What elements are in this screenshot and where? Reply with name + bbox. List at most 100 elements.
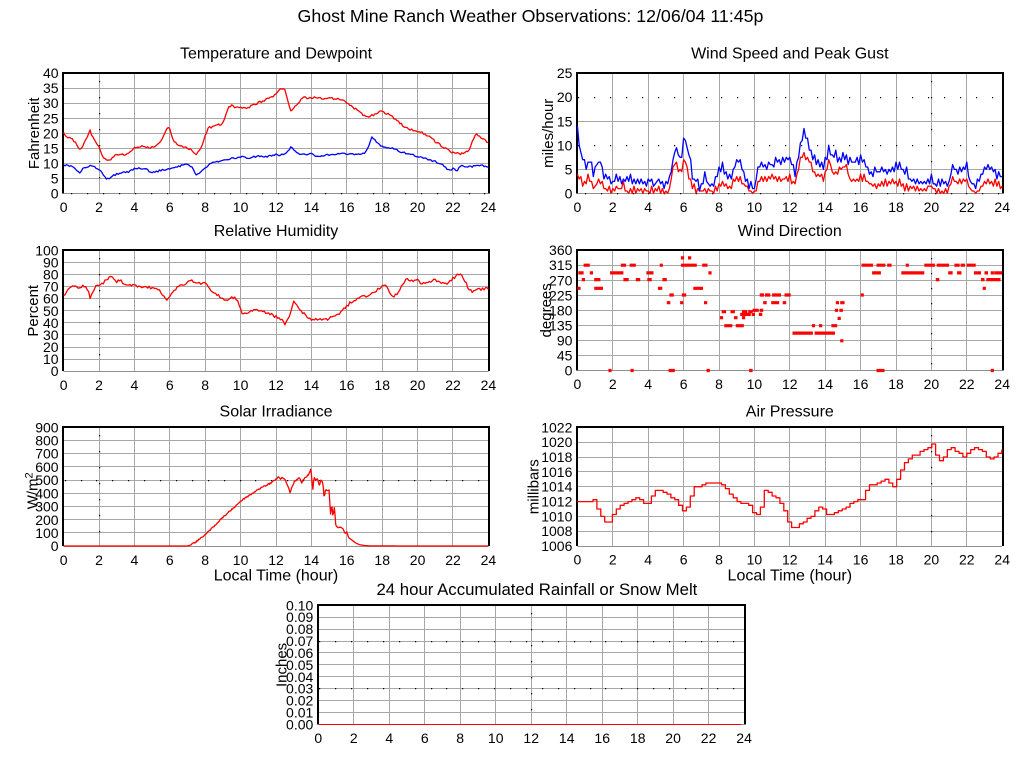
svg-text:50: 50 <box>43 303 59 319</box>
svg-text:14: 14 <box>817 376 833 392</box>
svg-text:4: 4 <box>131 377 139 393</box>
svg-text:22: 22 <box>445 199 461 215</box>
svg-text:24: 24 <box>994 376 1010 392</box>
svg-text:16: 16 <box>339 377 355 393</box>
svg-text:Relative Humidity: Relative Humidity <box>214 223 338 240</box>
svg-text:14: 14 <box>304 377 320 393</box>
svg-text:8: 8 <box>201 377 209 393</box>
svg-text:18: 18 <box>888 376 904 392</box>
svg-text:1012: 1012 <box>541 494 572 510</box>
svg-text:100: 100 <box>35 525 59 541</box>
svg-text:2: 2 <box>609 552 617 568</box>
svg-text:2: 2 <box>609 199 617 215</box>
svg-text:1022: 1022 <box>541 419 572 435</box>
svg-text:900: 900 <box>35 419 59 435</box>
svg-text:12: 12 <box>268 199 284 215</box>
svg-text:6: 6 <box>166 552 174 568</box>
svg-text:6: 6 <box>680 199 688 215</box>
svg-text:Percent: Percent <box>25 284 42 337</box>
svg-text:25: 25 <box>43 110 59 126</box>
svg-text:5: 5 <box>51 170 59 186</box>
svg-text:20: 20 <box>410 377 426 393</box>
svg-text:Fahrenheit: Fahrenheit <box>26 97 43 170</box>
svg-text:Air Pressure: Air Pressure <box>746 403 834 420</box>
svg-text:0.06: 0.06 <box>286 645 313 661</box>
svg-text:14: 14 <box>304 199 320 215</box>
svg-text:10: 10 <box>233 552 249 568</box>
svg-text:0.10: 0.10 <box>286 597 313 613</box>
svg-text:0: 0 <box>60 552 68 568</box>
svg-text:22: 22 <box>445 377 461 393</box>
svg-text:2: 2 <box>350 730 358 746</box>
svg-text:2: 2 <box>95 552 103 568</box>
svg-text:15: 15 <box>557 113 573 129</box>
svg-text:16: 16 <box>853 376 869 392</box>
svg-text:40: 40 <box>43 315 59 331</box>
svg-text:degrees: degrees <box>538 283 555 337</box>
svg-text:20: 20 <box>43 125 59 141</box>
svg-text:24: 24 <box>481 552 497 568</box>
svg-text:0: 0 <box>60 377 68 393</box>
svg-text:12: 12 <box>268 377 284 393</box>
svg-text:20: 20 <box>410 199 426 215</box>
svg-text:10: 10 <box>43 155 59 171</box>
svg-text:30: 30 <box>43 327 59 343</box>
svg-text:6: 6 <box>166 199 174 215</box>
svg-text:Wind Speed and Peak Gust: Wind Speed and Peak Gust <box>691 45 889 62</box>
svg-text:800: 800 <box>35 433 59 449</box>
svg-text:14: 14 <box>304 552 320 568</box>
svg-text:Wind Direction: Wind Direction <box>738 223 842 240</box>
svg-text:4: 4 <box>131 199 139 215</box>
svg-text:0.00: 0.00 <box>286 717 313 733</box>
svg-text:Inches: Inches <box>274 643 291 687</box>
svg-text:0.03: 0.03 <box>286 681 313 697</box>
svg-text:10: 10 <box>557 137 573 153</box>
svg-text:16: 16 <box>339 552 355 568</box>
svg-text:16: 16 <box>594 730 610 746</box>
svg-text:16: 16 <box>853 199 869 215</box>
svg-text:20: 20 <box>924 376 940 392</box>
svg-text:80: 80 <box>43 267 59 283</box>
svg-text:4: 4 <box>644 199 652 215</box>
svg-text:8: 8 <box>715 552 723 568</box>
svg-text:20: 20 <box>410 552 426 568</box>
svg-text:4: 4 <box>644 376 652 392</box>
svg-text:16: 16 <box>853 552 869 568</box>
svg-text:18: 18 <box>374 377 390 393</box>
svg-text:8: 8 <box>201 552 209 568</box>
svg-text:4: 4 <box>644 552 652 568</box>
svg-text:100: 100 <box>35 242 59 258</box>
svg-text:18: 18 <box>374 552 390 568</box>
svg-text:0: 0 <box>574 376 582 392</box>
svg-text:40: 40 <box>43 65 59 81</box>
svg-text:14: 14 <box>559 730 575 746</box>
svg-text:10: 10 <box>233 377 249 393</box>
svg-text:14: 14 <box>817 552 833 568</box>
svg-text:70: 70 <box>43 279 59 295</box>
svg-text:12: 12 <box>782 199 798 215</box>
svg-text:25: 25 <box>557 65 573 81</box>
svg-text:0: 0 <box>565 185 573 201</box>
svg-text:90: 90 <box>557 332 573 348</box>
svg-text:0: 0 <box>60 199 68 215</box>
svg-text:Solar Irradiance: Solar Irradiance <box>220 403 333 420</box>
svg-text:22: 22 <box>701 730 717 746</box>
svg-text:18: 18 <box>374 199 390 215</box>
svg-text:6: 6 <box>421 730 429 746</box>
svg-text:1008: 1008 <box>541 523 572 539</box>
svg-text:12: 12 <box>523 730 539 746</box>
svg-text:45: 45 <box>557 348 573 364</box>
svg-text:500: 500 <box>35 472 59 488</box>
svg-text:4: 4 <box>131 552 139 568</box>
svg-text:millibars: millibars <box>525 459 542 514</box>
svg-text:180: 180 <box>549 302 573 318</box>
svg-text:0: 0 <box>574 552 582 568</box>
svg-text:1014: 1014 <box>541 479 572 495</box>
svg-text:18: 18 <box>630 730 646 746</box>
svg-text:1006: 1006 <box>541 538 572 554</box>
svg-text:60: 60 <box>43 291 59 307</box>
svg-text:22: 22 <box>959 376 975 392</box>
svg-text:1010: 1010 <box>541 508 572 524</box>
svg-text:0: 0 <box>51 363 59 379</box>
svg-text:10: 10 <box>233 199 249 215</box>
